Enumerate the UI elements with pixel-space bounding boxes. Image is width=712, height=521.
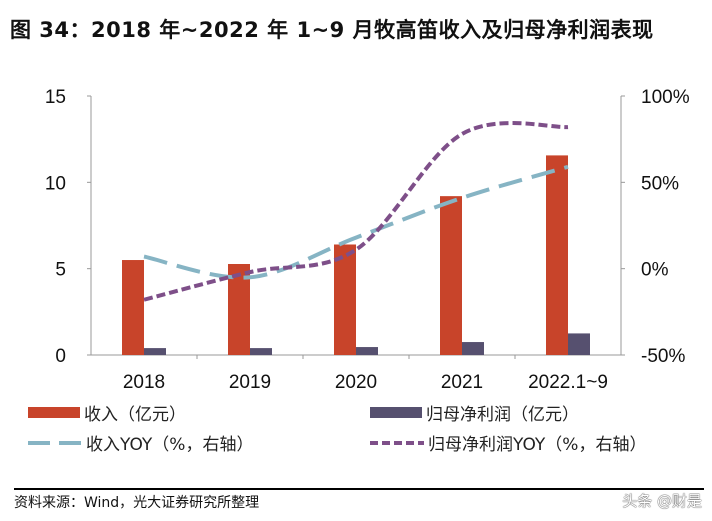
profit-bar — [356, 347, 378, 355]
x-tick-label: 2021 — [441, 372, 483, 393]
profit-bar — [144, 348, 166, 355]
left-tick-label: 0 — [55, 346, 66, 367]
right-tick-label: 100% — [641, 87, 690, 108]
left-tick-label: 5 — [55, 260, 66, 281]
legend-revenue-yoy: 收入YOY（%，右轴） — [28, 430, 253, 455]
right-tick-label: 50% — [641, 173, 679, 194]
x-tick-label: 2020 — [335, 372, 377, 393]
legend-label: 收入YOY（%，右轴） — [86, 435, 254, 455]
legend-swatch — [28, 407, 80, 418]
legend-revenue: 收入（亿元） — [28, 400, 186, 425]
x-tick-label: 2022.1~9 — [528, 372, 608, 393]
revenue-bar — [122, 260, 144, 355]
source-note: 资料来源：Wind，光大证券研究所整理 — [14, 495, 260, 511]
legend-label: 归母净利润YOY（%，右轴） — [428, 435, 647, 455]
revenue-bar — [334, 244, 356, 355]
chart-title: 图 34：2018 年~2022 年 1~9 月牧高笛收入及归母净利润表现 — [10, 18, 654, 42]
legend-profit-yoy: 归母净利润YOY（%，右轴） — [370, 430, 646, 455]
legend-profit: 归母净利润（亿元） — [370, 400, 579, 425]
profit-yoy-line — [143, 121, 569, 302]
left-tick-label: 15 — [45, 87, 66, 108]
legend-label: 收入（亿元） — [84, 405, 186, 425]
profit-bar — [568, 333, 590, 355]
legend-swatch — [370, 440, 424, 445]
revenue-bar — [228, 264, 250, 355]
legend-swatch — [28, 440, 82, 445]
right-tick-label: 0% — [641, 260, 669, 281]
divider — [14, 488, 704, 490]
profit-bar — [250, 348, 272, 355]
x-tick-label: 2018 — [123, 372, 165, 393]
revenue-bar — [440, 196, 462, 355]
right-tick-label: -50% — [641, 346, 685, 367]
profit-bar — [462, 342, 484, 355]
x-tick-label: 2019 — [229, 372, 271, 393]
left-tick-label: 10 — [45, 173, 66, 194]
watermark: 头条 @财是 — [622, 492, 702, 510]
revenue-bar — [546, 155, 568, 355]
legend-swatch — [370, 407, 422, 418]
revenue-yoy-line — [143, 164, 569, 280]
legend-label: 归母净利润（亿元） — [426, 405, 579, 425]
